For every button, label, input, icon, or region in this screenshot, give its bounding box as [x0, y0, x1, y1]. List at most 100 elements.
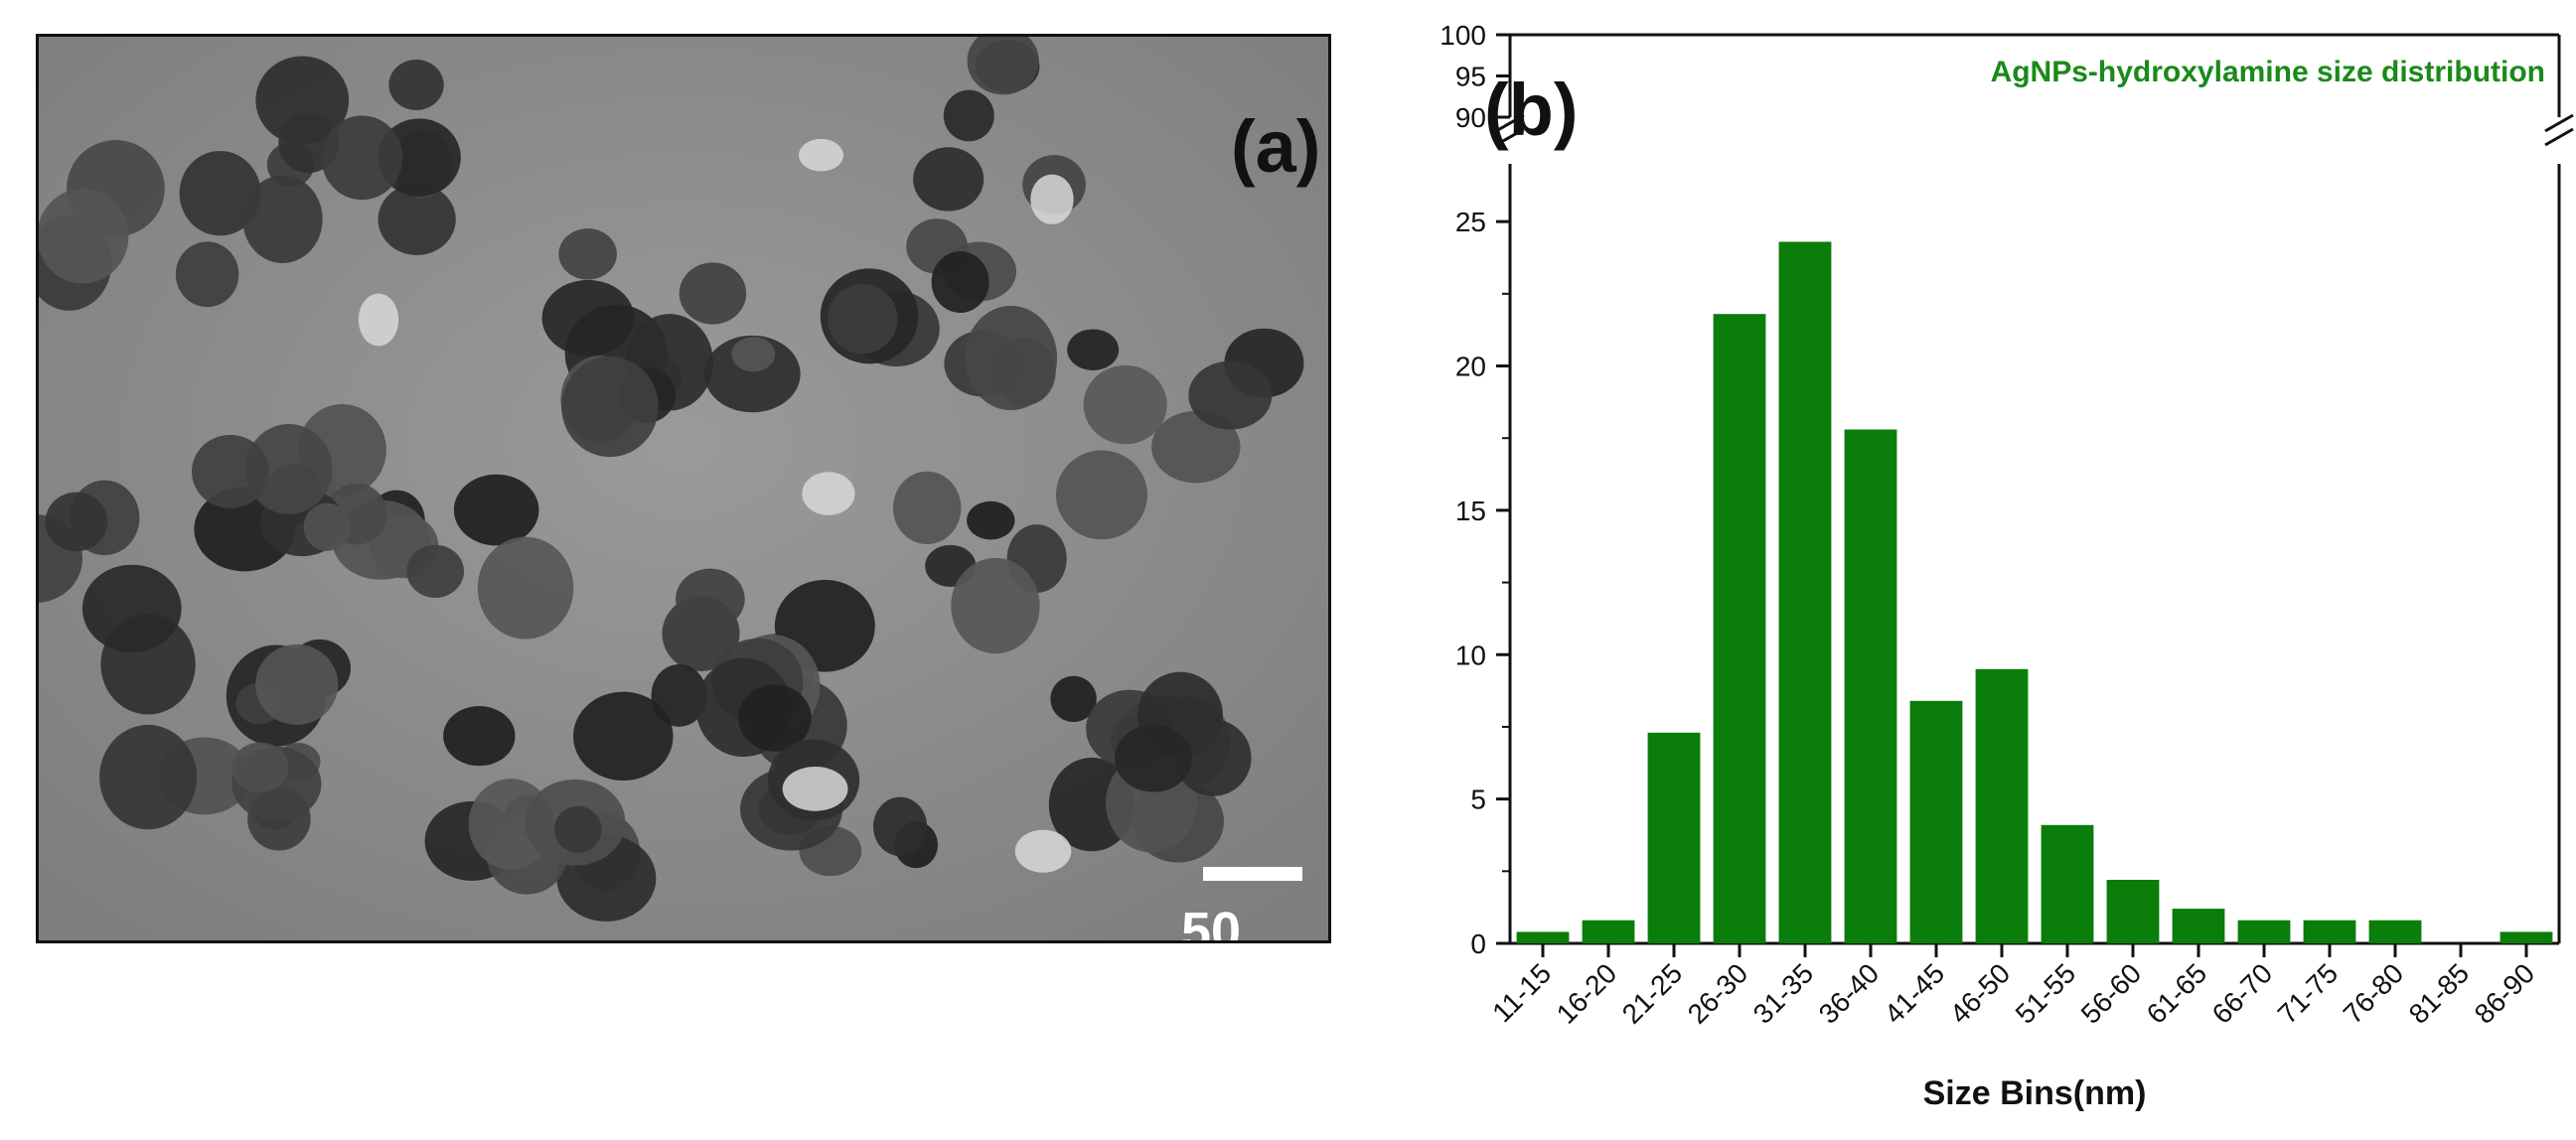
nanoparticle — [1114, 724, 1193, 792]
bar — [2500, 931, 2553, 943]
nanoparticle — [453, 474, 539, 546]
nanoparticle — [191, 434, 269, 508]
nanoparticle — [951, 557, 1040, 654]
nanoparticle — [931, 251, 989, 313]
nanoparticle — [913, 147, 985, 212]
x-tick-label: 46-50 — [1944, 957, 2017, 1030]
nanoparticle — [573, 691, 674, 782]
nanoparticle — [561, 356, 659, 458]
bright-spot — [1014, 829, 1072, 873]
nanoparticle — [553, 805, 602, 853]
bright-spot — [1030, 174, 1074, 224]
panel-b-label: (b) — [1484, 69, 1579, 151]
nanoparticle — [244, 424, 333, 514]
y-upper-tick-label: 90 — [1455, 102, 1486, 133]
scale-bar — [1203, 867, 1302, 881]
tem-micrograph: (a) 50 nm — [36, 34, 1331, 943]
y-upper-tick-label: 100 — [1440, 20, 1486, 51]
nanoparticle — [873, 796, 928, 857]
nanoparticle — [1055, 450, 1147, 540]
nanoparticle — [388, 60, 444, 110]
x-tick-label: 36-40 — [1813, 957, 1886, 1030]
x-tick-label: 51-55 — [2010, 957, 2082, 1030]
nanoparticle — [1067, 329, 1120, 370]
x-tick-label: 21-25 — [1616, 957, 1689, 1030]
plot-area: 0 5 10 15 20 25 90 95 100 11-1516-2021-2526-3031-… — [1440, 20, 2574, 1030]
scale-bar-label: 50 nm — [1181, 902, 1242, 943]
bar — [2172, 909, 2225, 943]
bar — [1975, 668, 2029, 943]
x-tick-label: 76-80 — [2338, 957, 2410, 1030]
nanoparticle — [443, 706, 516, 767]
bar — [2368, 920, 2422, 943]
y-tick-label: 10 — [1455, 640, 1486, 670]
y-upper-tick-label: 95 — [1455, 62, 1486, 92]
nanoparticle — [477, 536, 574, 640]
nanoparticle — [676, 568, 745, 630]
nanoparticle — [1188, 360, 1273, 430]
nanoparticle — [558, 228, 617, 280]
chart-title: AgNPs-hydroxylamine size distribution — [1991, 56, 2545, 88]
nanoparticle — [1151, 410, 1241, 484]
bright-spot — [802, 472, 855, 515]
nanoparticle — [943, 89, 994, 142]
nanoparticle — [828, 284, 898, 355]
nanoparticle — [175, 241, 239, 308]
bar — [1844, 429, 1897, 943]
x-tick-label: 56-60 — [2075, 957, 2148, 1030]
nanoparticle — [1050, 675, 1097, 723]
nanoparticle — [45, 492, 108, 552]
nanoparticle — [255, 643, 339, 725]
x-tick-label: 61-65 — [2141, 957, 2213, 1030]
bright-spot — [798, 138, 843, 172]
bar — [1909, 700, 1963, 943]
y-tick-label: 5 — [1470, 784, 1486, 815]
bar — [1778, 241, 1832, 943]
nanoparticle — [965, 305, 1058, 411]
x-tick-label: 11-15 — [1486, 957, 1557, 1028]
y-tick-label: 15 — [1455, 496, 1486, 526]
axis-break-mark — [1495, 113, 1525, 133]
bright-spot — [782, 767, 848, 811]
nanoparticle — [179, 150, 261, 236]
nanoparticle — [967, 500, 1015, 540]
x-axis-title: Size Bins(nm) — [1923, 1074, 2147, 1112]
x-tick-label: 41-45 — [1879, 957, 1951, 1030]
bar — [2303, 920, 2356, 943]
nanoparticle — [1083, 364, 1167, 445]
nanoparticle — [651, 664, 707, 727]
nanoparticle — [321, 115, 403, 201]
nanoparticle — [406, 544, 465, 598]
bar — [1582, 920, 1635, 943]
tem-image — [39, 37, 1328, 940]
x-tick-label: 81-85 — [2403, 957, 2476, 1030]
nanoparticle — [39, 189, 129, 284]
nanoparticle — [967, 37, 1039, 95]
axis-break-mark — [1495, 127, 1525, 147]
bar — [2106, 880, 2160, 943]
size-distribution-chart: 0 5 10 15 20 25 90 95 100 11-1516-2021-2526-3031-… — [1440, 20, 2574, 1112]
x-tick-label: 71-75 — [2272, 957, 2345, 1030]
nanoparticle — [892, 471, 962, 545]
nanoparticle — [303, 502, 351, 551]
nanoparticle — [81, 564, 182, 652]
nanoparticle — [242, 175, 323, 263]
bright-spot — [358, 293, 399, 347]
bar — [2237, 920, 2291, 943]
x-tick-label: 31-35 — [1747, 957, 1820, 1030]
nanoparticle — [1174, 719, 1252, 796]
nanoparticle — [738, 684, 812, 752]
y-tick-label: 25 — [1455, 207, 1486, 237]
x-tick-label: 86-90 — [2469, 957, 2541, 1030]
x-tick-label: 66-70 — [2206, 957, 2279, 1030]
bar — [1516, 931, 1570, 943]
bar — [1713, 314, 1766, 943]
x-tick-label: 26-30 — [1682, 957, 1754, 1030]
nanoparticle — [731, 337, 776, 372]
y-tick-label: 0 — [1470, 928, 1486, 959]
panel-a-label: (a) — [1231, 105, 1321, 188]
nanoparticle — [378, 184, 456, 255]
nanoparticle — [231, 742, 289, 793]
nanoparticle — [703, 335, 801, 413]
nanoparticle — [679, 262, 747, 325]
